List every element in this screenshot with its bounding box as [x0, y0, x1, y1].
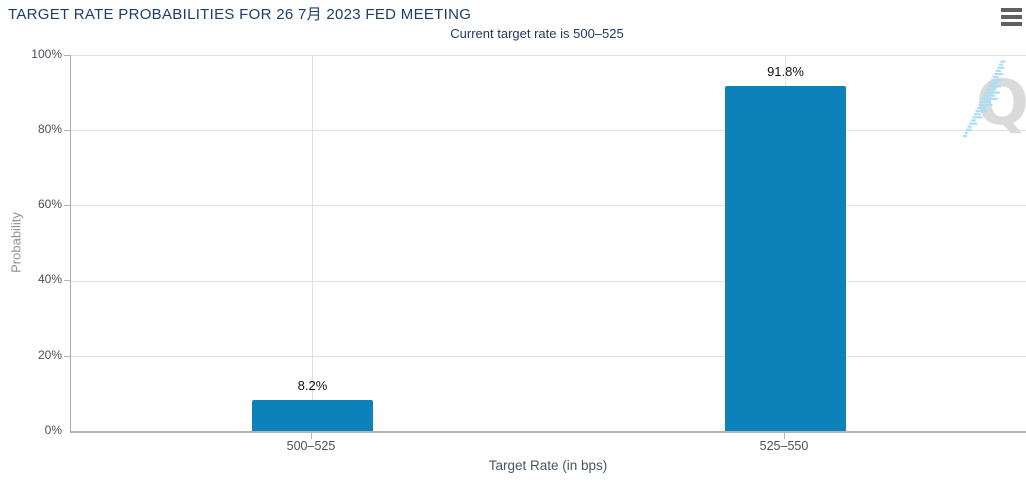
chart-title: TARGET RATE PROBABILITIES FOR 26 7月 2023…: [8, 6, 472, 23]
y-tick-mark: [64, 55, 70, 56]
x-category-label-500-525: 500–525: [286, 439, 336, 453]
hamburger-icon: [1001, 22, 1022, 26]
y-axis-title: Probability: [8, 212, 24, 273]
bar-value-label: 91.8%: [767, 63, 804, 79]
chart-subtitle: Current target rate is 500–525: [450, 26, 624, 41]
y-tick-label-40: 40%: [37, 272, 62, 286]
plot-area: 8.2% 91.8%: [70, 55, 1026, 433]
gridline-100pct: [71, 55, 1026, 56]
gridline-cat-500-525: [312, 55, 313, 431]
gridline-60pct: [71, 205, 1026, 206]
chart-menu-button[interactable]: [997, 6, 1023, 30]
y-tick-mark: [64, 280, 70, 281]
y-tick-mark: [64, 356, 70, 357]
gridline-80pct: [71, 130, 1026, 131]
watermark-hatch-lines: [963, 60, 1006, 138]
y-tick-label-100: 100%: [31, 47, 62, 61]
x-tick-mark: [311, 433, 312, 439]
x-category-label-525-550: 525–550: [759, 439, 809, 453]
x-tick-mark: [784, 433, 785, 439]
y-tick-label-80: 80%: [37, 122, 62, 136]
bar-500-525[interactable]: [252, 400, 373, 431]
hamburger-icon: [1001, 8, 1022, 12]
y-tick-mark: [64, 130, 70, 131]
y-tick-mark: [64, 205, 70, 206]
bar-525-550[interactable]: [725, 85, 846, 431]
gridline-40pct: [71, 281, 1026, 282]
y-tick-label-0: 0%: [44, 423, 62, 437]
x-axis-title: Target Rate (in bps): [488, 458, 608, 473]
hamburger-icon: [1001, 15, 1022, 19]
quikstrike-watermark: Q: [963, 60, 1026, 139]
gridline-20pct: [71, 356, 1026, 357]
bar-value-label: 8.2%: [297, 378, 328, 394]
y-tick-label-20: 20%: [37, 348, 62, 362]
y-tick-label-60: 60%: [37, 197, 62, 211]
